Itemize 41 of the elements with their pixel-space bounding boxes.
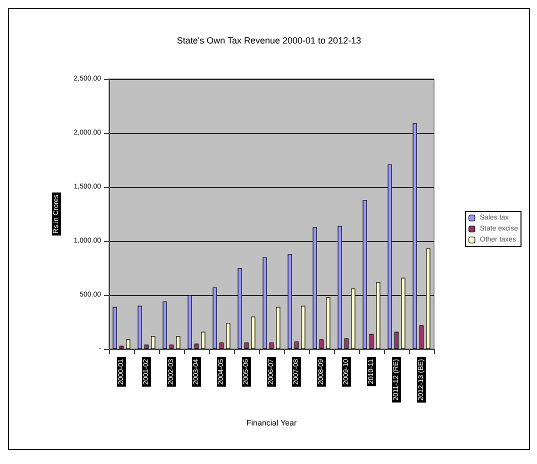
x-axis-title: Financial Year [246, 418, 297, 428]
bar [219, 342, 224, 349]
bar [362, 200, 367, 349]
bar [201, 332, 206, 349]
bar [269, 342, 274, 349]
bar [326, 297, 330, 349]
bar [419, 325, 424, 349]
chart-title: State's Own Tax Revenue 2000-01 to 2012-13 [176, 36, 362, 46]
bar [301, 306, 306, 349]
bar [394, 332, 399, 349]
bar [412, 123, 417, 349]
bar [138, 306, 142, 349]
bar [126, 339, 130, 349]
bar [144, 344, 149, 349]
bar [376, 282, 380, 349]
bar [238, 268, 242, 349]
bar [262, 257, 267, 349]
bar [388, 164, 392, 349]
bar [288, 254, 292, 349]
bar [194, 344, 199, 349]
bar [344, 338, 349, 349]
bar [351, 288, 356, 349]
bar [176, 336, 180, 349]
bar [312, 226, 317, 349]
bar [226, 323, 230, 349]
bar [276, 306, 280, 349]
bar [251, 316, 256, 349]
bar [338, 226, 342, 349]
bar [212, 287, 217, 349]
bar [151, 336, 156, 349]
bar [426, 248, 430, 349]
bar [188, 295, 192, 349]
bar [169, 344, 174, 349]
bar [112, 306, 117, 349]
bar [319, 339, 324, 349]
bar [244, 342, 249, 349]
bar [119, 346, 124, 349]
bar [401, 278, 406, 349]
bar [294, 341, 299, 349]
bar [369, 334, 374, 349]
bar [162, 301, 167, 349]
